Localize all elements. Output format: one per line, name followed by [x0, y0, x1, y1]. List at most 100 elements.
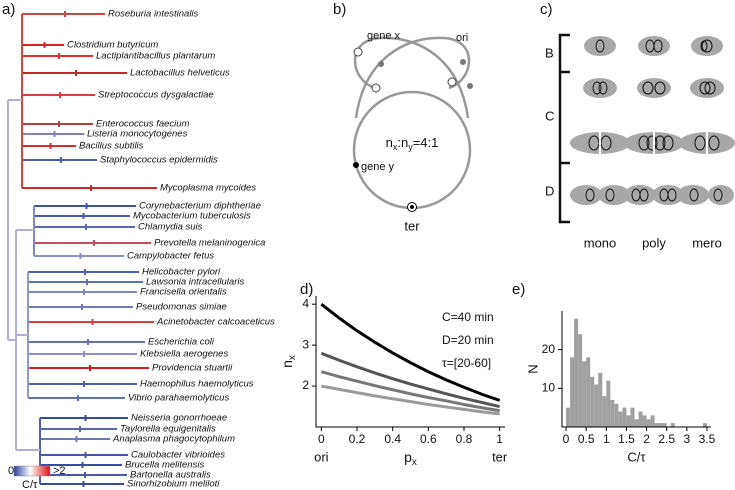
column-label: poly	[642, 235, 666, 250]
tree-branch	[40, 415, 128, 421]
tree-branch	[28, 395, 125, 401]
ori-marker	[371, 83, 381, 93]
bar	[626, 415, 631, 427]
tree-branch	[22, 42, 64, 48]
bar	[662, 423, 667, 427]
bar	[618, 411, 623, 427]
x-tick-label: 3.5	[699, 432, 716, 446]
bar	[658, 423, 663, 427]
tree-branch	[22, 11, 105, 17]
tree-branch	[7, 99, 40, 451]
tree-branch	[22, 131, 84, 137]
ratio-label: nx:ny=4:1	[386, 135, 439, 152]
bar	[594, 384, 599, 427]
curve	[320, 370, 500, 413]
tree-branch	[40, 481, 124, 487]
y-axis-label-text: n	[279, 360, 295, 368]
ratio-part: y	[408, 142, 413, 152]
tree-branch	[34, 240, 151, 246]
panel-label: e)	[512, 281, 525, 298]
colorbar-min: 0	[8, 465, 14, 477]
bar	[566, 407, 571, 427]
x-tick-label: 0.2	[349, 432, 366, 446]
cell-cycle-diagram	[558, 33, 735, 224]
tree-branch	[28, 289, 137, 295]
ter-label: ter	[404, 218, 420, 233]
phase-label: B	[545, 45, 554, 60]
tree-branch	[28, 365, 149, 371]
tree-branch	[28, 279, 143, 285]
species-label: Caulobacter vibrioides	[131, 450, 225, 461]
annotation: τ=[20-60]	[442, 356, 491, 370]
y-tick-label: 2	[302, 378, 309, 392]
species-label: Francisella orientalis	[140, 287, 227, 298]
x-axis-label-text: p	[404, 449, 412, 465]
x-tick-label: 1.5	[618, 432, 635, 446]
colorbar-title: C/τ	[22, 479, 38, 490]
axis	[315, 296, 505, 428]
x-axis-label: C/τ	[627, 449, 646, 464]
species-label: Brucella melitensis	[125, 460, 204, 471]
bar	[578, 334, 583, 427]
species-label: Haemophilus haemolyticus	[140, 379, 254, 390]
species-label: Bacillus subtilis	[79, 141, 144, 152]
tree-branch	[22, 53, 93, 59]
bar	[646, 419, 651, 427]
y-tick-label: 20	[542, 342, 556, 356]
x-tick-label: 1	[603, 432, 610, 446]
y-axis-label-subscript: x	[287, 355, 298, 360]
x-tick-label: 2.5	[658, 432, 675, 446]
bar	[610, 399, 615, 427]
tree-branch	[34, 224, 135, 230]
colorbar-max: >2	[53, 465, 66, 477]
tree-branch	[34, 213, 130, 219]
tree-branch	[28, 339, 145, 345]
column-label: mero	[692, 235, 722, 250]
x-tick-label: 3	[683, 432, 690, 446]
species-label: Helicobacter pylori	[142, 267, 221, 278]
x-tick-label: 0.4	[384, 432, 401, 446]
bar	[642, 415, 647, 427]
annotation: D=20 min	[442, 333, 494, 347]
y-tick-label: 4	[302, 296, 309, 310]
replicated-arm	[353, 36, 470, 119]
x-end-label: ter	[492, 449, 508, 464]
y-tick-label: 3	[302, 337, 309, 351]
bar	[630, 407, 635, 427]
species-label: Enterococcus faecium	[96, 119, 190, 130]
tree-branch	[40, 436, 110, 442]
bar	[570, 357, 575, 427]
bar	[606, 380, 611, 427]
panel-label: d)	[300, 281, 313, 298]
species-label: Vibrio parahaemolyticus	[128, 393, 229, 404]
colorbar	[13, 465, 51, 477]
phase-bracket	[558, 33, 570, 224]
curve	[320, 351, 500, 408]
gene-x-marker	[353, 47, 363, 57]
species-label: Mycobacterium tuberculosis	[133, 211, 251, 222]
ratio-part: =4:1	[413, 135, 439, 150]
species-label: Klebsiella aerogenes	[140, 349, 228, 360]
bar	[590, 376, 595, 427]
bar	[702, 423, 707, 427]
species-label: Staphylococcus epidermidis	[100, 155, 218, 166]
tree-branch	[40, 426, 117, 432]
tree-branch	[22, 157, 97, 163]
species-label: Sinorhizobium meliloti	[127, 479, 220, 490]
tree-branch	[22, 121, 93, 127]
bar	[582, 361, 587, 427]
x-tick-label: 0.5	[578, 432, 595, 446]
column-label: mono	[584, 235, 617, 250]
tree-branch	[22, 92, 95, 98]
gene-y-marker	[353, 162, 359, 168]
species-label: Anaplasma phagocytophilum	[112, 434, 235, 445]
species-label: Taylorella equigenitalis	[120, 424, 216, 435]
tree-branch	[40, 452, 128, 458]
ori-marker	[447, 77, 457, 87]
species-label: Lactobacillus helveticus	[130, 68, 230, 79]
curve	[321, 384, 500, 416]
tree-branch	[22, 185, 157, 191]
species-label: Campylobacter fetus	[127, 251, 214, 262]
species-label: Providencia stuartii	[152, 363, 233, 374]
